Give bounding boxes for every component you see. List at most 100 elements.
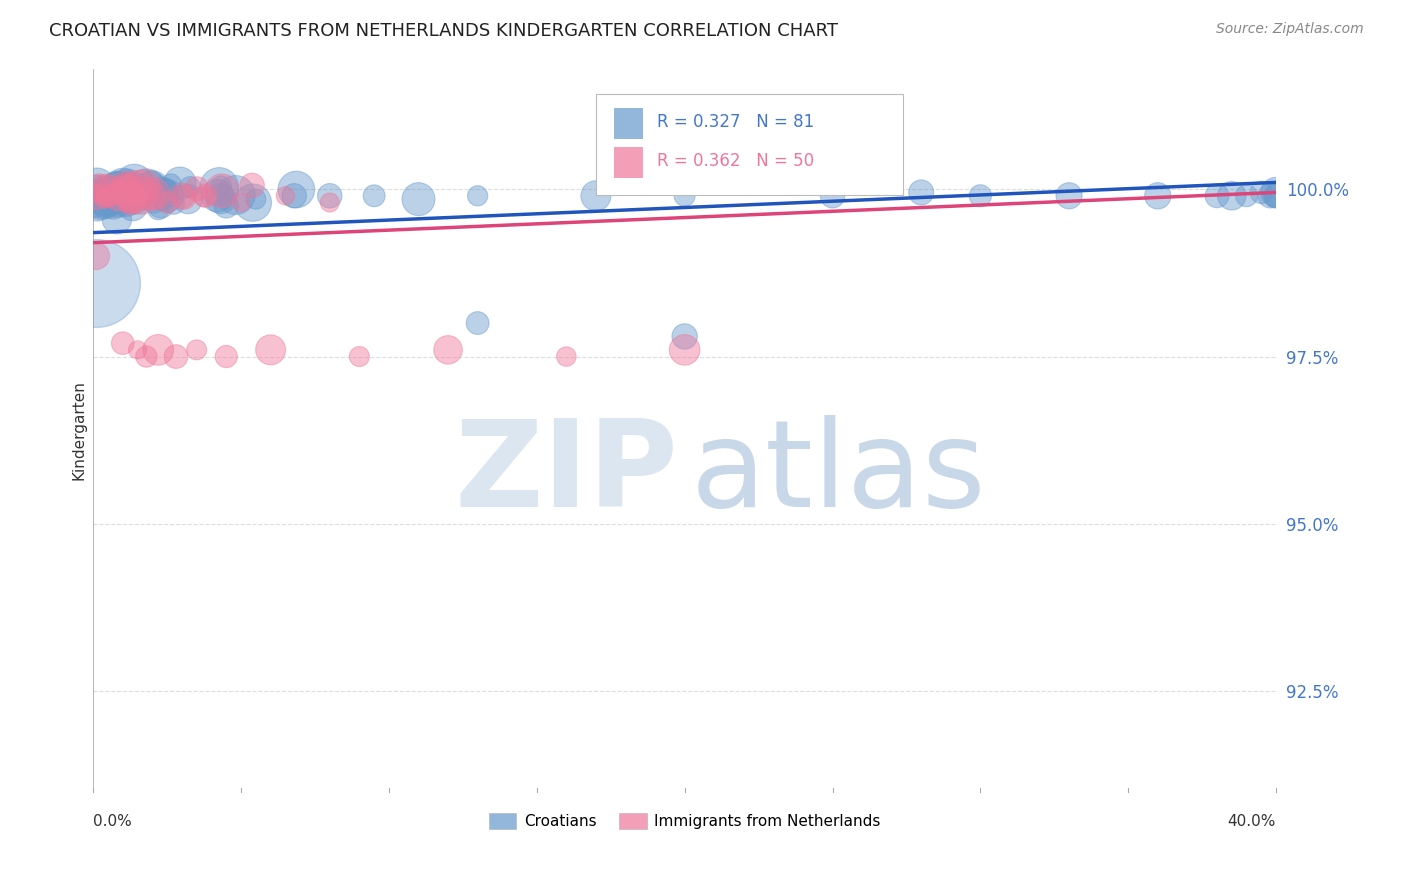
Point xyxy=(139,182,162,196)
Point xyxy=(437,343,460,357)
Point xyxy=(467,316,489,330)
Point xyxy=(87,178,110,193)
Point xyxy=(118,188,141,202)
Point xyxy=(673,343,696,357)
Point xyxy=(211,184,233,198)
Point xyxy=(105,212,128,227)
Point xyxy=(107,189,129,203)
Text: ZIP: ZIP xyxy=(456,415,679,533)
Point xyxy=(94,195,117,210)
Point xyxy=(105,180,128,194)
Point xyxy=(585,188,607,202)
Point xyxy=(86,199,108,213)
Point xyxy=(240,178,263,193)
Point xyxy=(555,350,578,364)
Point xyxy=(1265,186,1288,200)
Point xyxy=(127,178,149,193)
Point xyxy=(98,184,121,198)
Point xyxy=(84,186,107,201)
Point xyxy=(673,329,696,343)
Point xyxy=(225,188,247,202)
Point xyxy=(111,179,134,194)
Point xyxy=(149,197,172,211)
Point xyxy=(285,182,308,196)
Point xyxy=(170,188,193,202)
Point xyxy=(156,188,179,202)
Point xyxy=(821,188,844,202)
Point xyxy=(124,177,146,191)
Point xyxy=(910,186,932,200)
Point xyxy=(115,180,138,194)
Point xyxy=(142,187,165,202)
Point xyxy=(1220,188,1243,202)
Point xyxy=(117,178,139,192)
Text: atlas: atlas xyxy=(690,415,986,533)
Point xyxy=(165,350,187,364)
Point xyxy=(84,276,107,290)
Point xyxy=(245,192,267,206)
Point xyxy=(100,192,122,206)
Point xyxy=(90,194,112,209)
Point xyxy=(283,188,305,202)
Point xyxy=(120,193,142,207)
Point xyxy=(127,179,149,194)
Point xyxy=(194,188,217,202)
Point xyxy=(103,198,125,212)
Point xyxy=(319,195,342,210)
Point xyxy=(121,199,143,213)
Point xyxy=(93,192,115,206)
Point xyxy=(86,178,108,193)
Point xyxy=(131,187,153,202)
Point xyxy=(101,185,124,199)
Point xyxy=(84,249,107,263)
Point xyxy=(156,195,179,210)
Point xyxy=(229,195,252,210)
Point xyxy=(1250,186,1272,200)
Point xyxy=(115,183,138,197)
Point xyxy=(141,180,163,194)
Point xyxy=(98,192,121,206)
Point xyxy=(349,350,371,364)
Point xyxy=(209,179,232,194)
Point xyxy=(107,180,129,194)
Point xyxy=(84,190,107,204)
Point xyxy=(153,185,176,199)
Point xyxy=(107,195,129,210)
Point xyxy=(242,195,264,210)
Point xyxy=(84,181,107,195)
Point xyxy=(163,196,186,211)
Point xyxy=(118,195,141,210)
Point xyxy=(1265,188,1288,202)
Point xyxy=(215,199,238,213)
Point xyxy=(1146,188,1168,202)
Point xyxy=(363,188,385,202)
Point xyxy=(208,179,231,194)
Text: R = 0.362   N = 50: R = 0.362 N = 50 xyxy=(658,152,814,170)
Point xyxy=(1258,188,1281,202)
Point xyxy=(1206,188,1229,202)
Legend: Croatians, Immigrants from Netherlands: Croatians, Immigrants from Netherlands xyxy=(482,806,887,835)
Point xyxy=(111,189,134,203)
Point xyxy=(121,189,143,203)
Point xyxy=(156,188,179,202)
Point xyxy=(124,191,146,205)
Point xyxy=(969,188,991,202)
Bar xyxy=(613,108,643,138)
Point xyxy=(97,188,120,202)
Point xyxy=(177,192,200,206)
Point xyxy=(111,336,134,351)
Point xyxy=(148,202,170,217)
Point xyxy=(112,182,135,196)
Text: Source: ZipAtlas.com: Source: ZipAtlas.com xyxy=(1216,22,1364,37)
Point xyxy=(131,186,153,201)
Point xyxy=(131,194,153,208)
Point xyxy=(186,343,208,357)
Point xyxy=(100,187,122,202)
Point xyxy=(319,188,342,202)
Point xyxy=(1236,188,1258,202)
Point xyxy=(110,190,132,204)
Point xyxy=(209,192,232,206)
Point xyxy=(193,189,215,203)
Point xyxy=(259,343,281,357)
Text: R = 0.327   N = 81: R = 0.327 N = 81 xyxy=(658,113,814,131)
